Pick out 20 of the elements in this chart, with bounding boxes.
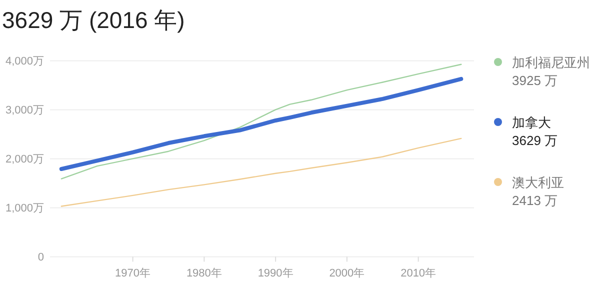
x-tick-label: 1980年	[186, 268, 222, 280]
legend-label: 加利福尼亚州	[512, 55, 590, 70]
text: 3925 万	[512, 73, 558, 88]
x-tick-label: 2000年	[329, 268, 365, 280]
text: 3629 万	[512, 133, 558, 148]
chart-title: 3629 万 (2016 年)	[2, 7, 185, 33]
line-series	[59, 76, 464, 171]
x-tick-label: 1990年	[258, 268, 294, 280]
y-tick-label: 2,000万	[5, 154, 44, 166]
y-tick-label: 4,000万	[5, 56, 44, 68]
line-series	[60, 64, 462, 180]
x-tick-label: 2010年	[400, 268, 436, 280]
legend-label: 澳大利亚	[512, 175, 564, 190]
text: 2413 万	[512, 193, 558, 208]
y-tick-label: 0	[38, 252, 44, 264]
x-tick-label: 1970年	[115, 268, 151, 280]
legend-label: 加拿大	[512, 115, 551, 130]
y-tick-label: 3,000万	[5, 104, 44, 117]
line-series	[60, 138, 462, 207]
y-tick-label: 1,000万	[5, 202, 44, 215]
